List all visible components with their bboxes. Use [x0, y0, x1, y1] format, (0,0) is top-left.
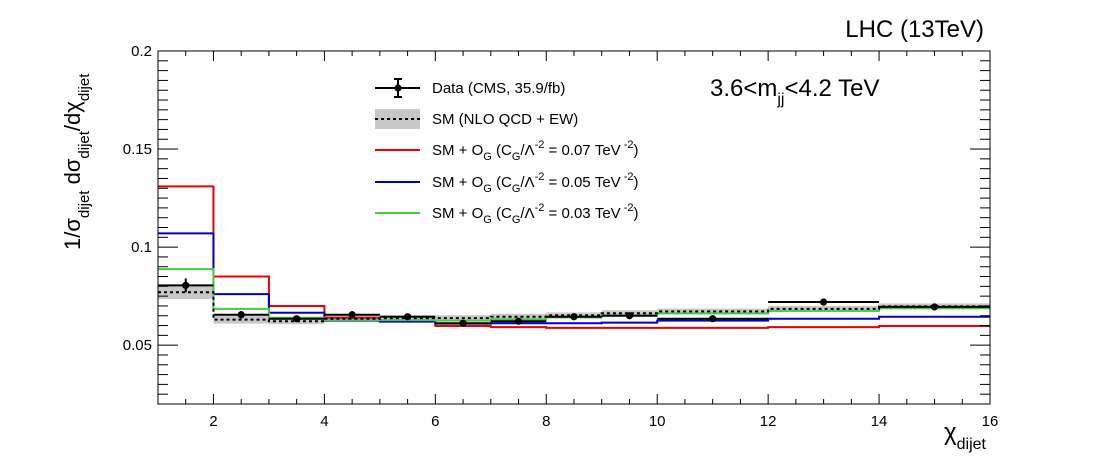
legend-label: SM + OG (CG/Λ-2 = 0.03 TeV -2)	[432, 202, 639, 226]
y-axis-label-group: 1/σdijet dσdijet/dχdijet	[60, 73, 93, 250]
legend-entry-2: SM (NLO QCD + EW)	[375, 109, 578, 129]
data-point	[379, 313, 436, 321]
data-point	[768, 298, 880, 306]
x-tick-label: 4	[320, 413, 328, 430]
data-point-marker	[930, 303, 939, 311]
data-point	[657, 315, 769, 323]
legend-sm-band	[375, 109, 420, 129]
data-point	[879, 303, 990, 311]
x-tick-label: 8	[542, 413, 550, 430]
data-point-marker	[625, 312, 634, 320]
plot-area	[157, 50, 991, 405]
data-point	[601, 312, 658, 320]
mass-range-annotation: 3.6<mjj<4.2 TeV	[710, 75, 879, 108]
data-point-marker	[709, 315, 717, 323]
legend-entry-3: SM + OG (CG/Λ-2 = 0.07 TeV -2)	[375, 139, 639, 163]
x-tick-label: 6	[431, 413, 439, 430]
sm-band-bin	[490, 313, 547, 320]
data-point-marker	[404, 313, 412, 321]
legend: Data (CMS, 35.9/fb) SM (NLO QCD + EW) SM +…	[375, 78, 639, 226]
x-tick-label: 16	[982, 413, 999, 430]
data-point-marker	[237, 311, 245, 319]
data-point-marker	[293, 315, 301, 323]
axis-ticks: 2 4 6 8 10 12 14 16 0.05 0.1 0.15 0.2	[123, 43, 999, 430]
legend-entry-5: SM + OG (CG/Λ-2 = 0.03 TeV -2)	[375, 202, 639, 226]
data-point-marker	[182, 281, 190, 289]
plot-frame	[157, 50, 991, 405]
data-point-marker	[570, 313, 578, 321]
series-layer	[158, 185, 990, 329]
sm-series-line	[158, 291, 990, 323]
data-point	[435, 319, 491, 327]
y-tick-label: 0.2	[131, 43, 152, 60]
legend-label: SM (NLO QCD + EW)	[432, 111, 578, 128]
data-point-marker	[820, 298, 828, 306]
y-axis-label-text: 1/σdijet dσdijet/dχdijet	[60, 73, 93, 250]
y-tick-label: 0.05	[123, 337, 152, 354]
x-tick-label: 12	[760, 413, 777, 430]
x-tick-label: 2	[209, 413, 217, 430]
data-point-marker	[459, 319, 467, 327]
legend-label: SM + OG (CG/Λ-2 = 0.07 TeV -2)	[432, 139, 639, 163]
data-point	[213, 311, 269, 319]
x-tick-label: 10	[649, 413, 666, 430]
x-axis-label-text: χdijet	[944, 419, 987, 453]
x-tick-label: 14	[871, 413, 888, 430]
y-axis-label: 1/σdijet dσdijet/dχdijet	[60, 73, 93, 250]
chart-title: LHC (13TeV)	[845, 16, 984, 43]
legend-label: SM + OG (CG/Λ-2 = 0.05 TeV -2)	[432, 171, 639, 195]
legend-label: Data (CMS, 35.9/fb)	[432, 80, 565, 97]
data-point	[546, 313, 602, 321]
legend-entry-4: SM + OG (CG/Λ-2 = 0.05 TeV -2)	[375, 171, 639, 195]
legend-entry-1: Data (CMS, 35.9/fb)	[375, 78, 565, 98]
legend-data-marker	[394, 84, 402, 92]
mass-range-text: 3.6<mjj<4.2 TeV	[710, 75, 879, 108]
data-point	[268, 315, 325, 323]
x-axis-label: χdijet	[944, 419, 987, 453]
data-point	[158, 278, 214, 293]
data-point	[324, 311, 380, 319]
data-point-marker	[514, 317, 523, 325]
y-tick-label: 0.15	[123, 141, 152, 158]
y-tick-label: 0.1	[131, 239, 152, 256]
sm-band-bin	[768, 305, 880, 312]
data-point-marker	[348, 311, 356, 319]
sm-band-bin	[657, 308, 769, 315]
data-point	[490, 317, 547, 325]
